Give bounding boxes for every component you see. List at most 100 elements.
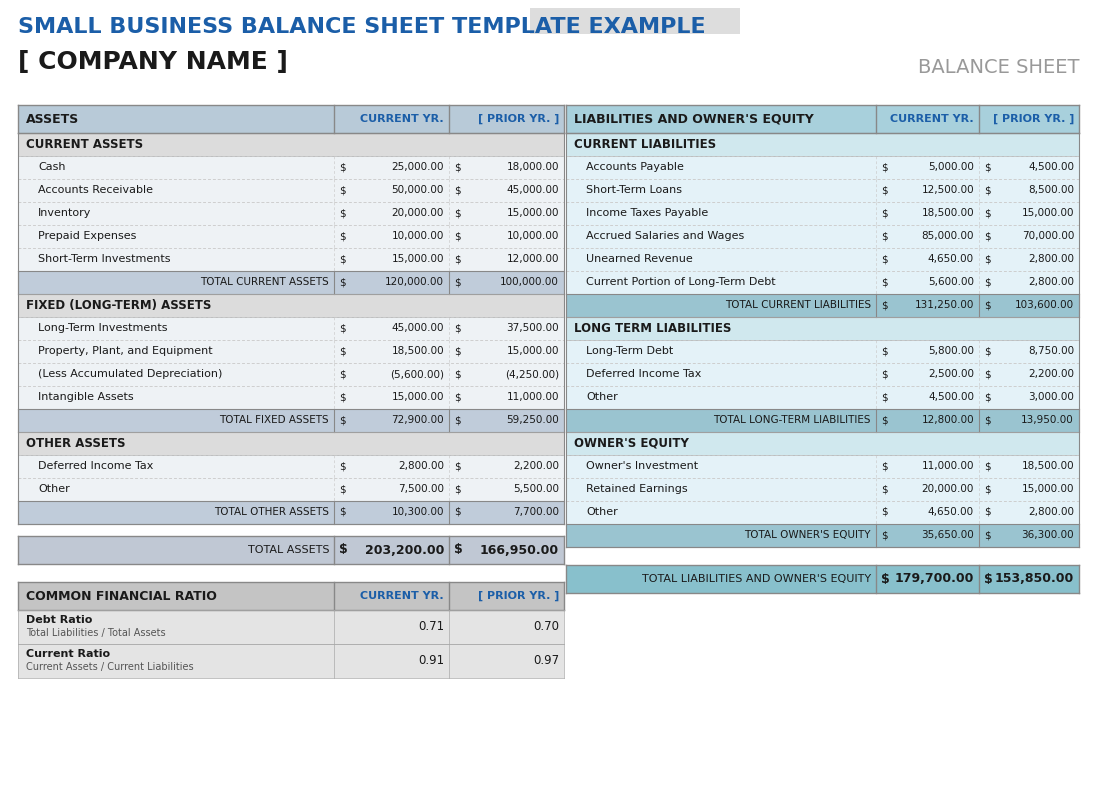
Text: 18,000.00: 18,000.00	[507, 162, 559, 172]
Bar	[18, 271, 564, 294]
Text: 4,500.00: 4,500.00	[928, 392, 974, 402]
Bar	[18, 478, 564, 501]
Text: SMALL BUSINESS BALANCE SHEET TEMPLATE EXAMPLE: SMALL BUSINESS BALANCE SHEET TEMPLATE EX…	[18, 17, 705, 37]
Text: [ PRIOR YR. ]: [ PRIOR YR. ]	[477, 591, 559, 601]
Text: $: $	[339, 162, 346, 172]
Text: Accrued Salaries and Wages: Accrued Salaries and Wages	[586, 231, 744, 241]
Bar	[566, 478, 1079, 501]
Text: 2,800.00: 2,800.00	[1028, 507, 1074, 517]
Bar	[18, 317, 564, 340]
Text: Short-Term Investments: Short-Term Investments	[38, 254, 170, 264]
Text: Cash: Cash	[38, 162, 66, 172]
Bar	[18, 409, 564, 432]
Text: BALANCE SHEET: BALANCE SHEET	[917, 58, 1079, 77]
Text: 18,500.00: 18,500.00	[1021, 461, 1074, 471]
Text: 12,500.00: 12,500.00	[921, 185, 974, 195]
Text: LONG TERM LIABILITIES: LONG TERM LIABILITIES	[574, 321, 732, 335]
Text: $: $	[454, 544, 463, 556]
Text: Short-Term Loans: Short-Term Loans	[586, 185, 682, 195]
Text: 20,000.00: 20,000.00	[921, 484, 974, 494]
Text: Long-Term Debt: Long-Term Debt	[586, 346, 674, 356]
Bar	[18, 582, 564, 610]
Text: 36,300.00: 36,300.00	[1021, 530, 1074, 540]
Text: Current Ratio: Current Ratio	[26, 649, 110, 659]
Text: 85,000.00: 85,000.00	[921, 231, 974, 241]
Text: $: $	[881, 415, 887, 425]
Text: $: $	[984, 185, 991, 195]
Text: CURRENT YR.: CURRENT YR.	[361, 591, 444, 601]
Text: 72,900.00: 72,900.00	[392, 415, 444, 425]
Text: Owner's Investment: Owner's Investment	[586, 461, 698, 471]
Text: 11,000.00: 11,000.00	[507, 392, 559, 402]
Text: $: $	[454, 346, 461, 356]
Bar	[566, 501, 1079, 524]
Text: 0.71: 0.71	[418, 620, 444, 634]
Text: $: $	[984, 254, 991, 264]
Bar	[18, 455, 564, 478]
Text: $: $	[984, 484, 991, 494]
Text: CURRENT YR.: CURRENT YR.	[361, 114, 444, 124]
Text: 179,700.00: 179,700.00	[895, 573, 974, 585]
Text: OTHER ASSETS: OTHER ASSETS	[26, 436, 125, 450]
Text: 11,000.00: 11,000.00	[921, 461, 974, 471]
Text: 0.97: 0.97	[533, 655, 559, 667]
Text: $: $	[984, 415, 991, 425]
Text: 5,600.00: 5,600.00	[928, 277, 974, 287]
Bar	[18, 105, 564, 133]
Text: 153,850.00: 153,850.00	[995, 573, 1074, 585]
Text: 166,950.00: 166,950.00	[479, 544, 559, 556]
Text: 2,500.00: 2,500.00	[928, 369, 974, 379]
Text: 15,000.00: 15,000.00	[392, 392, 444, 402]
Text: $: $	[881, 461, 887, 471]
Text: 15,000.00: 15,000.00	[1021, 208, 1074, 218]
Text: 5,000.00: 5,000.00	[928, 162, 974, 172]
Text: $: $	[984, 573, 993, 585]
Text: 25,000.00: 25,000.00	[392, 162, 444, 172]
Text: (Less Accumulated Depreciation): (Less Accumulated Depreciation)	[38, 369, 223, 379]
Text: TOTAL FIXED ASSETS: TOTAL FIXED ASSETS	[219, 415, 329, 425]
Text: Inventory: Inventory	[38, 208, 91, 218]
Bar	[566, 294, 1079, 317]
Text: Deferred Income Tax: Deferred Income Tax	[586, 369, 701, 379]
Text: Income Taxes Payable: Income Taxes Payable	[586, 208, 709, 218]
Text: Other: Other	[586, 392, 618, 402]
Text: $: $	[454, 323, 461, 333]
Text: $: $	[339, 208, 346, 218]
Text: (5,600.00): (5,600.00)	[391, 369, 444, 379]
Text: ASSETS: ASSETS	[26, 113, 79, 125]
Text: $: $	[881, 208, 887, 218]
Text: [ COMPANY NAME ]: [ COMPANY NAME ]	[18, 50, 287, 74]
Text: 70,000.00: 70,000.00	[1021, 231, 1074, 241]
Text: Intangible Assets: Intangible Assets	[38, 392, 134, 402]
Text: 10,300.00: 10,300.00	[392, 507, 444, 517]
Text: TOTAL CURRENT ASSETS: TOTAL CURRENT ASSETS	[201, 277, 329, 287]
Text: $: $	[339, 323, 346, 333]
Text: TOTAL LIABILITIES AND OWNER'S EQUITY: TOTAL LIABILITIES AND OWNER'S EQUITY	[642, 574, 871, 584]
Bar	[566, 409, 1079, 432]
Bar	[566, 317, 1079, 340]
Text: $: $	[881, 231, 887, 241]
Text: $: $	[881, 392, 887, 402]
Text: TOTAL OWNER'S EQUITY: TOTAL OWNER'S EQUITY	[745, 530, 871, 540]
Text: [ PRIOR YR. ]: [ PRIOR YR. ]	[993, 114, 1074, 124]
Bar	[566, 565, 1079, 593]
Text: 45,000.00: 45,000.00	[507, 185, 559, 195]
Text: $: $	[339, 461, 346, 471]
Bar	[18, 133, 564, 156]
Text: 18,500.00: 18,500.00	[392, 346, 444, 356]
Text: CURRENT LIABILITIES: CURRENT LIABILITIES	[574, 137, 716, 151]
Text: $: $	[454, 208, 461, 218]
Text: Retained Earnings: Retained Earnings	[586, 484, 688, 494]
Text: 15,000.00: 15,000.00	[392, 254, 444, 264]
Text: TOTAL OTHER ASSETS: TOTAL OTHER ASSETS	[214, 507, 329, 517]
Text: $: $	[339, 544, 348, 556]
Bar	[18, 248, 564, 271]
Text: $: $	[454, 185, 461, 195]
Text: $: $	[339, 507, 346, 517]
Text: $: $	[454, 415, 461, 425]
Text: TOTAL LONG-TERM LIABILITIES: TOTAL LONG-TERM LIABILITIES	[713, 415, 871, 425]
Text: 8,750.00: 8,750.00	[1028, 346, 1074, 356]
Text: $: $	[339, 392, 346, 402]
Text: Deferred Income Tax: Deferred Income Tax	[38, 461, 154, 471]
Text: $: $	[984, 530, 991, 540]
